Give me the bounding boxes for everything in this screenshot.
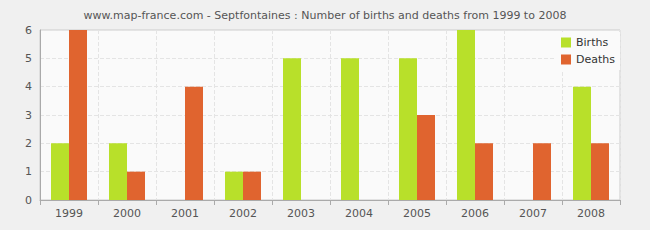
svg-text:2006: 2006: [461, 207, 489, 220]
svg-text:2: 2: [25, 137, 32, 150]
svg-text:5: 5: [25, 52, 32, 65]
svg-text:2008: 2008: [577, 207, 605, 220]
svg-text:2001: 2001: [171, 207, 199, 220]
svg-text:Deaths: Deaths: [576, 53, 615, 66]
svg-text:2002: 2002: [229, 207, 257, 220]
svg-text:Births: Births: [576, 36, 608, 49]
svg-text:6: 6: [25, 24, 32, 37]
svg-text:2000: 2000: [113, 207, 141, 220]
svg-text:2004: 2004: [345, 207, 373, 220]
svg-text:2007: 2007: [519, 207, 547, 220]
svg-text:4: 4: [25, 80, 32, 93]
svg-text:2005: 2005: [403, 207, 431, 220]
svg-text:0: 0: [25, 194, 32, 207]
svg-text:3: 3: [25, 109, 32, 122]
svg-text:www.map-france.com - Septfonta: www.map-france.com - Septfontaines : Num…: [84, 9, 567, 22]
svg-text:1: 1: [25, 165, 32, 178]
svg-text:1999: 1999: [55, 207, 83, 220]
svg-text:2003: 2003: [287, 207, 315, 220]
